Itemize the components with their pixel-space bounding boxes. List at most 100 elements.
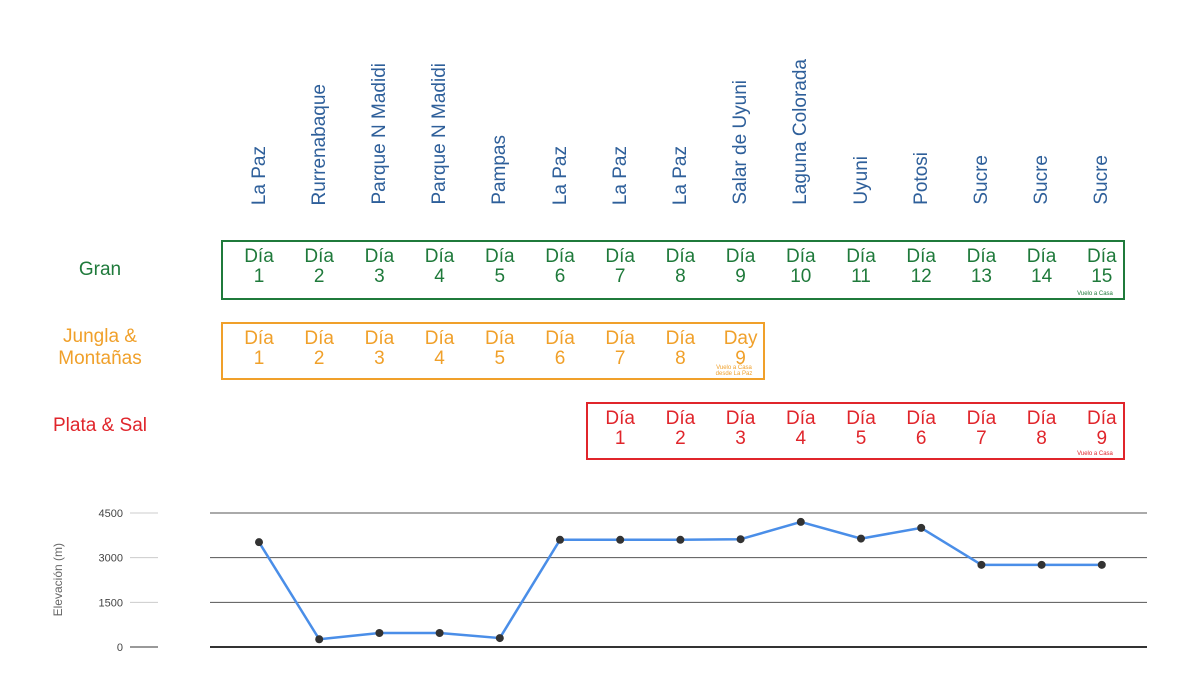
day-cell: Día 5 bbox=[470, 329, 530, 369]
day-cell: Day 9 bbox=[711, 329, 771, 369]
location-label: Potosi bbox=[910, 152, 932, 205]
location-label: Sucre bbox=[1091, 155, 1113, 205]
day-cell: Día 9 bbox=[1072, 409, 1132, 449]
plan-box-gran bbox=[221, 240, 1125, 300]
location-header: La Paz bbox=[590, 25, 650, 205]
data-point bbox=[255, 538, 263, 547]
location-header: La Paz bbox=[650, 25, 710, 205]
day-word: Día bbox=[545, 246, 575, 267]
location-header: Sucre bbox=[1072, 25, 1132, 205]
day-cell: Día 6 bbox=[891, 409, 951, 449]
location-header: Rurrenabaque bbox=[289, 25, 349, 205]
day-cell: Día 1 bbox=[229, 329, 289, 369]
day-number: 9 bbox=[735, 348, 746, 369]
day-word: Día bbox=[665, 328, 696, 349]
location-header: La Paz bbox=[530, 25, 590, 205]
day-word: Día bbox=[364, 328, 395, 349]
data-point bbox=[495, 634, 504, 643]
day-number: 3 bbox=[374, 348, 385, 369]
data-point bbox=[977, 560, 986, 569]
day-number: 11 bbox=[851, 266, 871, 287]
day-cell: Día 8 bbox=[650, 329, 710, 369]
day-number: 7 bbox=[976, 428, 987, 449]
day-cell: Día 7 bbox=[590, 329, 650, 369]
plan-box-jungla bbox=[221, 322, 765, 380]
y-tick-label: 4500 bbox=[99, 508, 123, 520]
day-word: Día bbox=[966, 246, 997, 267]
day-number: 6 bbox=[554, 266, 566, 287]
location-label: Parque N Madidi bbox=[368, 63, 390, 205]
data-point bbox=[1037, 560, 1046, 569]
day-number: 5 bbox=[494, 266, 506, 287]
note-plata: Vuelo a Casa bbox=[1077, 451, 1113, 457]
day-word: Día bbox=[1026, 408, 1057, 429]
day-number: 13 bbox=[970, 266, 992, 287]
day-cell: Día 4 bbox=[410, 247, 470, 287]
day-word: Día bbox=[485, 246, 515, 267]
data-point bbox=[676, 535, 685, 544]
location-header: Laguna Colorada bbox=[771, 25, 831, 205]
day-word: Día bbox=[545, 328, 575, 349]
day-cell: Día 15 bbox=[1072, 247, 1132, 287]
day-cell: Día 6 bbox=[530, 247, 590, 287]
day-word: Día bbox=[665, 246, 696, 267]
data-point bbox=[556, 535, 564, 544]
day-word: Día bbox=[966, 408, 997, 429]
location-label: La Paz bbox=[609, 145, 631, 205]
location-header: Sucre bbox=[1012, 25, 1072, 205]
day-cell: Día 6 bbox=[530, 329, 590, 369]
location-label: La Paz bbox=[549, 145, 571, 205]
note-jungla-line2: desde La Paz bbox=[715, 371, 753, 377]
note-gran: Vuelo a Casa bbox=[1077, 291, 1113, 297]
day-number: 6 bbox=[554, 348, 566, 369]
location-label: Pampas bbox=[489, 135, 511, 205]
day-cell: Día 13 bbox=[951, 247, 1011, 287]
plan-label-jungla: Jungla & Montañas bbox=[40, 326, 160, 370]
data-point bbox=[857, 534, 865, 543]
day-word: Día bbox=[304, 246, 334, 267]
location-header: Salar de Uyuni bbox=[711, 25, 771, 205]
day-number: 12 bbox=[910, 266, 932, 287]
day-number: 4 bbox=[434, 348, 445, 369]
day-cell: Día 14 bbox=[1012, 247, 1072, 287]
note-jungla-line1: Vuelo a Casa bbox=[716, 365, 752, 371]
data-point bbox=[315, 635, 324, 644]
day-cell: Día 9 bbox=[711, 247, 771, 287]
day-number: 8 bbox=[1036, 428, 1047, 449]
location-label: Salar de Uyuni bbox=[730, 80, 752, 205]
day-word: Día bbox=[1087, 408, 1117, 429]
day-cell: Día 2 bbox=[650, 409, 710, 449]
day-cell: Día 1 bbox=[590, 409, 650, 449]
data-point bbox=[435, 629, 444, 638]
location-label: Sucre bbox=[970, 155, 992, 205]
day-number: 8 bbox=[675, 266, 686, 287]
day-number: 9 bbox=[1096, 428, 1108, 449]
day-number: 5 bbox=[855, 428, 867, 449]
day-word: Día bbox=[424, 246, 455, 267]
day-cell: Día 7 bbox=[590, 247, 650, 287]
day-number: 7 bbox=[614, 348, 626, 369]
day-number: 1 bbox=[253, 348, 265, 369]
day-number: 7 bbox=[614, 266, 626, 287]
day-word: Día bbox=[605, 246, 635, 267]
location-header: Pampas bbox=[470, 25, 530, 205]
day-number: 1 bbox=[614, 428, 626, 449]
y-tick-label: 1500 bbox=[99, 597, 123, 609]
day-word: Día bbox=[846, 408, 876, 429]
day-cell: Día 11 bbox=[831, 247, 891, 287]
plan-label-jungla-line1: Jungla & bbox=[63, 326, 137, 347]
note-jungla: Vuelo a Casa desde La Paz bbox=[704, 365, 764, 377]
location-label: Laguna Colorada bbox=[790, 59, 812, 205]
day-cell: Día 3 bbox=[349, 247, 409, 287]
day-number: 3 bbox=[735, 428, 746, 449]
day-cell: Día 5 bbox=[831, 409, 891, 449]
location-label: La Paz bbox=[248, 145, 270, 205]
day-word: Día bbox=[244, 328, 274, 349]
day-cell: Día 4 bbox=[771, 409, 831, 449]
location-label: Rurrenabaque bbox=[308, 83, 330, 205]
day-word: Día bbox=[364, 246, 395, 267]
y-tick-label: 0 bbox=[117, 642, 123, 654]
day-word: Día bbox=[846, 246, 876, 267]
data-point bbox=[796, 517, 805, 526]
plan-label-gran: Gran bbox=[78, 259, 122, 280]
